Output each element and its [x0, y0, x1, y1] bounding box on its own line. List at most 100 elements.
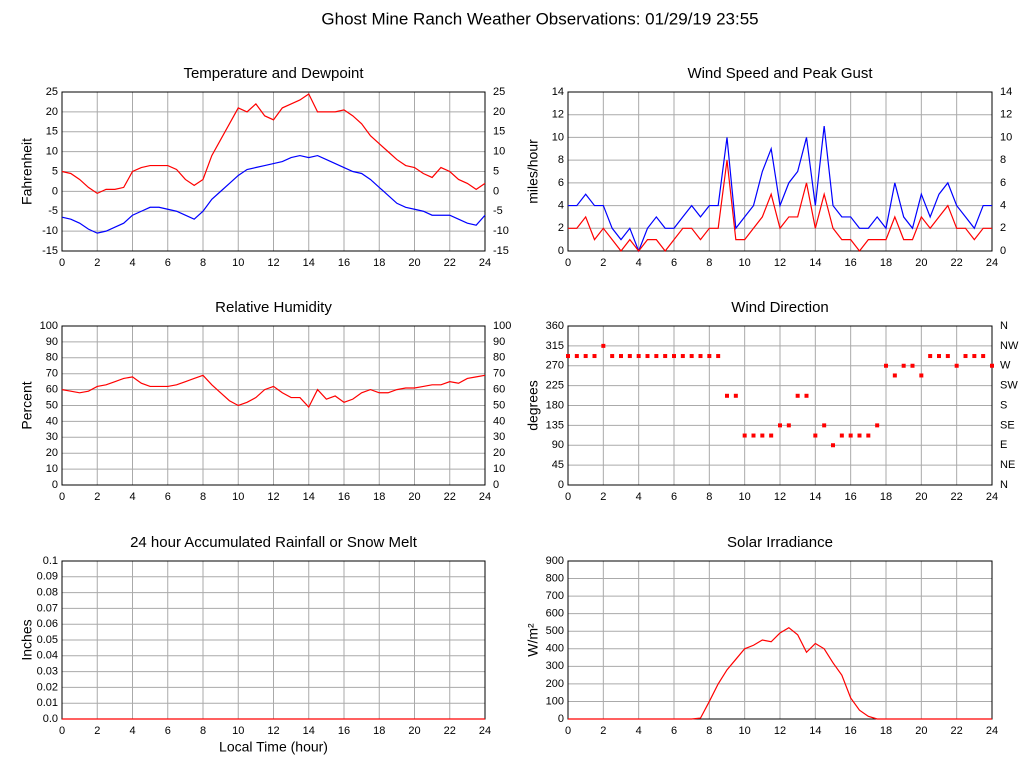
data-point — [601, 343, 606, 348]
x-tick-label: 6 — [165, 257, 171, 269]
x-tick-label: 2 — [94, 491, 100, 503]
x-tick-label: 12 — [774, 725, 786, 737]
x-tick-label: 10 — [739, 491, 751, 503]
y-tick-label: -15 — [42, 245, 58, 257]
x-tick-label: 14 — [809, 725, 821, 737]
x-tick-label: 20 — [408, 257, 420, 269]
x-tick-label: 14 — [303, 725, 315, 737]
x-tick-label: 16 — [845, 491, 857, 503]
x-tick-label: 4 — [636, 257, 642, 269]
data-point — [928, 354, 933, 359]
data-point — [636, 354, 641, 359]
data-point — [795, 393, 800, 398]
y2-tick-label: 4 — [1000, 199, 1006, 211]
data-point — [725, 393, 729, 398]
y-tick-label: 0.02 — [37, 681, 58, 693]
y2-tick-label: 15 — [493, 126, 505, 138]
y2-tick-label: 10 — [493, 146, 505, 158]
x-tick-label: 22 — [951, 257, 963, 269]
chart-title: 24 hour Accumulated Rainfall or Snow Mel… — [130, 534, 418, 551]
y-axis-label: Inches — [19, 619, 35, 660]
y2-tick-label: 25 — [493, 86, 505, 98]
y-tick-label: 0 — [558, 479, 564, 491]
data-point — [592, 354, 597, 359]
data-point — [689, 354, 694, 359]
x-tick-label: 22 — [444, 491, 456, 503]
x-tick-label: 22 — [951, 725, 963, 737]
y-axis-label: degrees — [525, 380, 541, 431]
data-point — [778, 423, 782, 428]
y-tick-label: 20 — [46, 106, 58, 118]
x-tick-label: 18 — [373, 725, 385, 737]
x-tick-label: 14 — [303, 491, 315, 503]
y-tick-label: 15 — [46, 126, 58, 138]
data-point — [760, 433, 765, 438]
y2-tick-label: 0 — [493, 185, 499, 197]
x-tick-label: 12 — [267, 725, 279, 737]
data-line — [568, 626, 992, 720]
x-tick-label: 0 — [59, 725, 65, 737]
x-tick-label: 6 — [671, 257, 677, 269]
x-tick-label: 8 — [200, 725, 206, 737]
y-tick-label: 14 — [552, 86, 564, 98]
y2-tick-label: 20 — [493, 106, 505, 118]
data-point — [698, 354, 703, 359]
y2-tick-label: 80 — [493, 352, 505, 364]
y-tick-label: 5 — [52, 165, 58, 177]
data-point — [848, 433, 853, 438]
data-line — [568, 160, 992, 252]
data-point — [610, 354, 615, 359]
data-point — [866, 433, 871, 438]
y-tick-label: 180 — [546, 399, 564, 411]
y2-tick-label: 10 — [493, 463, 505, 475]
y-axis-label: W/m² — [525, 623, 541, 657]
data-point — [981, 354, 986, 359]
plot-frame — [567, 325, 993, 486]
x-tick-label: 18 — [880, 257, 892, 269]
y-tick-label: 135 — [546, 419, 564, 431]
y-tick-label: 10 — [552, 131, 564, 143]
y2-tick-label: -5 — [493, 205, 503, 217]
data-point — [716, 354, 721, 359]
y-tick-label: 0.04 — [37, 650, 58, 662]
x-tick-label: 18 — [373, 257, 385, 269]
x-tick-label: 6 — [671, 725, 677, 737]
x-tick-label: 24 — [986, 491, 998, 503]
plot-frame — [567, 91, 993, 252]
data-line — [61, 93, 486, 195]
y-tick-label: 0.0 — [43, 713, 58, 725]
y-tick-label: 25 — [46, 86, 58, 98]
x-tick-label: 16 — [338, 491, 350, 503]
data-point — [619, 354, 623, 359]
y-tick-label: 0 — [558, 713, 564, 725]
x-tick-label: 0 — [59, 491, 65, 503]
plot-frame — [567, 560, 993, 720]
x-tick-label: 12 — [774, 257, 786, 269]
x-tick-label: 2 — [600, 725, 606, 737]
data-point — [875, 423, 880, 428]
y2-tick-label: 0 — [493, 479, 499, 491]
x-tick-label: 10 — [232, 257, 244, 269]
x-tick-label: 6 — [165, 491, 171, 503]
y-tick-label: -10 — [42, 225, 58, 237]
y-tick-label: 200 — [546, 678, 564, 690]
chart-title: Relative Humidity — [215, 299, 332, 316]
data-point — [680, 354, 685, 359]
x-tick-label: 2 — [94, 257, 100, 269]
y-tick-label: 0 — [558, 245, 564, 257]
y2-tick-label: S — [1000, 399, 1007, 411]
x-tick-label: 6 — [671, 491, 677, 503]
y2-tick-label: 12 — [1000, 109, 1012, 121]
data-point — [627, 354, 632, 359]
data-line — [61, 154, 486, 234]
y2-tick-label: 10 — [1000, 131, 1012, 143]
x-tick-label: 12 — [774, 491, 786, 503]
data-point — [566, 354, 570, 359]
data-point — [901, 363, 906, 368]
x-tick-label: 16 — [845, 725, 857, 737]
y-tick-label: 10 — [46, 463, 58, 475]
y-tick-label: 50 — [46, 399, 58, 411]
y-tick-label: 10 — [46, 146, 58, 158]
